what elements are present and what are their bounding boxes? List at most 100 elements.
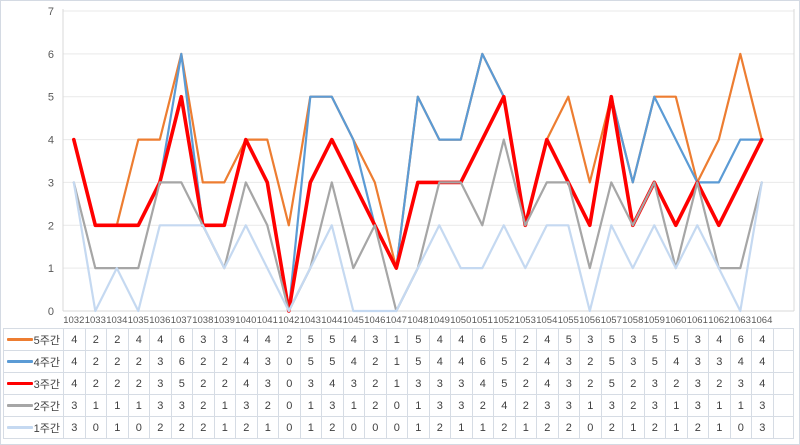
table-value-cell: 4 — [665, 350, 688, 373]
table-value-cell: 2 — [643, 416, 666, 439]
table-value-cell: 1 — [385, 372, 408, 395]
table-value-cell: 3 — [321, 394, 344, 417]
table-value-cell: 2 — [557, 416, 580, 439]
y-axis-tick-label: 4 — [48, 135, 54, 147]
table-value-cell: 4 — [342, 328, 365, 351]
table-value-cell: 3 — [536, 394, 559, 417]
table-value-cell: 2 — [192, 350, 215, 373]
table-value-cell: 3 — [63, 416, 86, 439]
table-value-cell: 3 — [622, 350, 645, 373]
legend-cell: 3주간 — [3, 372, 64, 395]
table-value-cell: 2 — [235, 416, 258, 439]
table-value-cell: 0 — [278, 394, 301, 417]
table-empty-cell — [772, 394, 794, 417]
table-value-cell: 1 — [729, 394, 752, 417]
series-name-label: 2주간 — [33, 400, 60, 413]
table-value-cell: 4 — [708, 328, 731, 351]
series-name-label: 1주간 — [33, 422, 60, 435]
x-axis-tick-label: 1058 — [622, 315, 643, 326]
x-axis-tick-label: 1061 — [687, 315, 708, 326]
table-value-cell: 2 — [192, 394, 215, 417]
table-value-cell: 2 — [622, 372, 645, 395]
table-value-cell: 2 — [149, 416, 172, 439]
table-value-cell: 1 — [407, 394, 430, 417]
table-value-cell: 0 — [278, 416, 301, 439]
series-color-swatch-icon — [6, 426, 33, 429]
series-color-swatch-icon — [6, 404, 33, 407]
table-value-cell: 2 — [708, 372, 731, 395]
table-value-cell: 2 — [256, 394, 279, 417]
table-empty-cell — [772, 350, 794, 373]
table-value-cell: 2 — [213, 372, 236, 395]
table-value-cell: 4 — [450, 350, 473, 373]
series-line-4주간[interactable] — [72, 52, 763, 313]
x-axis-tick-label: 1054 — [536, 315, 557, 326]
table-value-cell: 4 — [235, 328, 258, 351]
table-value-cell: 5 — [643, 350, 666, 373]
table-value-cell: 6 — [170, 350, 193, 373]
table-value-cell: 0 — [364, 416, 387, 439]
x-axis-tick-label: 1051 — [472, 315, 493, 326]
table-value-cell: 5 — [493, 328, 516, 351]
series-color-swatch-icon — [6, 338, 33, 341]
table-value-cell: 3 — [557, 350, 580, 373]
table-value-cell: 2 — [106, 328, 129, 351]
table-value-cell: 1 — [622, 416, 645, 439]
table-value-cell: 0 — [385, 394, 408, 417]
table-value-cell: 4 — [450, 328, 473, 351]
table-value-cell: 5 — [321, 328, 344, 351]
table-value-cell: 4 — [235, 350, 258, 373]
table-value-cell: 1 — [665, 394, 688, 417]
table-value-cell: 5 — [321, 350, 344, 373]
table-value-cell: 2 — [622, 394, 645, 417]
table-value-cell: 0 — [729, 416, 752, 439]
series-color-swatch-icon — [6, 381, 33, 386]
x-axis-tick-label: 1034 — [106, 315, 127, 326]
table-value-cell: 3 — [428, 394, 451, 417]
x-axis-tick-label: 1041 — [257, 315, 278, 326]
table-value-cell: 1 — [514, 416, 537, 439]
table-value-cell: 2 — [127, 372, 150, 395]
legend-cell: 5주간 — [3, 328, 64, 351]
series-line-1주간[interactable] — [72, 181, 763, 313]
table-value-cell: 3 — [450, 394, 473, 417]
table-value-cell: 5 — [407, 350, 430, 373]
x-axis-tick-label: 1057 — [601, 315, 622, 326]
table-value-cell: 4 — [256, 328, 279, 351]
table-row-3주간: 3주간 4 2 2 2 3 5 2 2 4 3 0 3 4 3 2 1 3 3 3 4 5 2 4 3 2 5 2 3 2 3 2 3 4 — [3, 372, 794, 395]
table-value-cell: 2 — [536, 416, 559, 439]
table-value-cell: 5 — [407, 328, 430, 351]
table-value-cell: 3 — [235, 394, 258, 417]
x-axis-tick-label: 1039 — [214, 315, 235, 326]
table-value-cell: 2 — [364, 372, 387, 395]
series-name-label: 4주간 — [33, 356, 60, 369]
table-value-cell: 5 — [493, 350, 516, 373]
table-value-cell: 6 — [471, 350, 494, 373]
table-empty-cell — [772, 328, 794, 351]
table-value-cell: 6 — [471, 328, 494, 351]
table-value-cell: 2 — [428, 416, 451, 439]
table-value-cell: 2 — [127, 350, 150, 373]
x-axis-tick-label: 1044 — [321, 315, 342, 326]
table-value-cell: 4 — [63, 328, 86, 351]
table-empty-cell — [772, 372, 794, 395]
table-value-cell: 4 — [536, 350, 559, 373]
table-value-cell: 4 — [235, 372, 258, 395]
table-value-cell: 2 — [170, 416, 193, 439]
table-value-cell: 1 — [708, 394, 731, 417]
table-value-cell: 2 — [106, 372, 129, 395]
table-value-cell: 0 — [127, 416, 150, 439]
table-value-cell: 3 — [557, 372, 580, 395]
x-axis-tick-label: 1056 — [579, 315, 600, 326]
table-value-cell: 2 — [321, 416, 344, 439]
table-value-cell: 4 — [321, 372, 344, 395]
table-value-cell: 4 — [729, 350, 752, 373]
table-value-cell: 3 — [213, 328, 236, 351]
table-value-cell: 1 — [84, 394, 107, 417]
table-value-cell: 3 — [686, 350, 709, 373]
y-axis-tick-label: 7 — [48, 6, 54, 18]
table-value-cell: 1 — [471, 416, 494, 439]
table-value-cell: 4 — [493, 394, 516, 417]
table-value-cell: 1 — [299, 416, 322, 439]
